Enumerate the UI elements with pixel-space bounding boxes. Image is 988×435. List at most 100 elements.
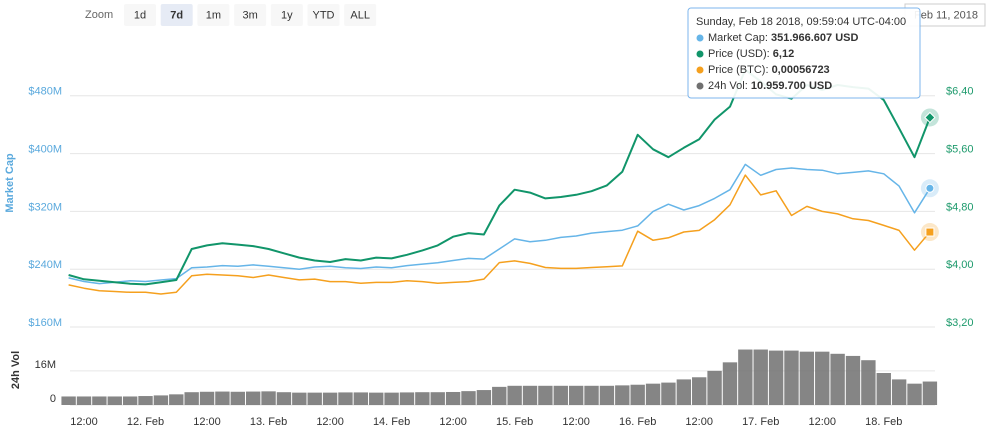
tooltip-header: Sunday, Feb 18 2018, 09:59:04 UTC-04:00 xyxy=(696,16,906,28)
tooltip-dot xyxy=(696,66,704,74)
volume-bar xyxy=(353,392,369,405)
x-tick-label: 12:00 xyxy=(439,416,467,428)
series-line xyxy=(68,68,931,286)
volume-bar xyxy=(568,385,584,405)
tooltip-row: Price (USD): 6,12 xyxy=(708,48,794,60)
volume-bar xyxy=(461,391,476,405)
tooltip-value: 0,00056723 xyxy=(772,64,830,76)
zoom-button-label[interactable]: 3m xyxy=(242,9,257,21)
x-tick-label: 14. Feb xyxy=(373,416,410,428)
volume-bar xyxy=(876,373,891,405)
y-tick-label: $320M xyxy=(28,201,62,213)
y2-tick-label: $4,00 xyxy=(946,259,974,271)
volume-bar xyxy=(891,379,907,405)
tooltip-row: Price (BTC): 0,00056723 xyxy=(708,64,830,76)
zoom-button-bg[interactable] xyxy=(307,4,340,26)
volume-bar xyxy=(599,385,615,405)
tooltip-label: Price (USD): xyxy=(708,48,770,60)
tooltip-label: Market Cap: xyxy=(708,32,768,44)
zoom-button[interactable]: ALL xyxy=(344,4,377,26)
volume-bar xyxy=(722,362,738,405)
zoom-button-bg[interactable] xyxy=(234,4,267,26)
zoom-button-label[interactable]: ALL xyxy=(350,9,370,21)
volume-bar xyxy=(230,391,245,405)
volume-bar xyxy=(399,392,415,405)
volume-bar xyxy=(784,350,799,405)
volume-bar xyxy=(276,392,292,405)
volume-bar xyxy=(799,351,815,405)
date-input-value[interactable]: Feb 11, 2018 xyxy=(914,9,978,21)
volume-bar xyxy=(92,396,107,405)
volume-bar xyxy=(615,385,630,405)
y-tick-label: $400M xyxy=(28,144,62,156)
y2-tick-label: $3,20 xyxy=(946,317,974,329)
zoom-button-bg[interactable] xyxy=(197,4,230,26)
volume-tick-label: 16M xyxy=(35,359,56,371)
zoom-button-label[interactable]: 1d xyxy=(134,9,146,21)
volume-bar xyxy=(768,350,784,405)
volume-bar xyxy=(292,392,307,405)
volume-bar xyxy=(922,381,938,405)
zoom-button[interactable]: 1y xyxy=(270,4,303,26)
volume-bar xyxy=(153,395,169,405)
tooltip-dot xyxy=(696,34,704,42)
volume-bar xyxy=(245,391,261,405)
volume-bar xyxy=(492,386,507,405)
volume-bar xyxy=(861,360,876,405)
volume-bar xyxy=(384,392,399,405)
volume-bar xyxy=(553,385,568,405)
zoom-button-bg[interactable] xyxy=(270,4,303,26)
volume-bar xyxy=(661,382,676,405)
zoom-button[interactable]: 1m xyxy=(197,4,230,26)
volume-bar xyxy=(830,353,845,405)
y2-tick-label: $4,80 xyxy=(946,201,974,213)
tooltip-dot xyxy=(696,82,704,90)
x-tick-label: 12:00 xyxy=(562,416,590,428)
volume-bar xyxy=(169,394,184,405)
x-tick-label: 17. Feb xyxy=(742,416,779,428)
zoom-button-label[interactable]: 1y xyxy=(281,9,293,21)
series-line xyxy=(68,174,931,295)
volume-bar xyxy=(122,396,138,405)
tooltip-row: Market Cap: 351.966.607 USD xyxy=(708,32,858,44)
x-tick-label: 13. Feb xyxy=(250,416,287,428)
zoom-button[interactable]: 3m xyxy=(234,4,267,26)
volume-bar xyxy=(76,396,92,405)
zoom-button-bg[interactable] xyxy=(160,4,193,26)
volume-bar xyxy=(138,396,153,405)
volume-bar xyxy=(215,391,230,405)
tooltip-row: 24h Vol: 10.959.700 USD xyxy=(708,80,832,92)
zoom-button-label[interactable]: 7d xyxy=(170,9,183,21)
zoom-button-label[interactable]: 1m xyxy=(206,9,221,21)
tooltip-value: 10.959.700 USD xyxy=(751,80,832,92)
series-line xyxy=(68,163,931,285)
y-tick-label: $160M xyxy=(28,317,62,329)
x-tick-label: 12:00 xyxy=(808,416,836,428)
volume-bar xyxy=(184,392,199,405)
tooltip-dot xyxy=(696,50,704,58)
zoom-button-label[interactable]: YTD xyxy=(313,9,335,21)
volume-axis-title: 24h Vol xyxy=(10,351,22,389)
volume-bar xyxy=(692,377,707,405)
zoom-button-bg[interactable] xyxy=(344,4,377,26)
volume-bar xyxy=(445,391,461,405)
volume-tick-label: 0 xyxy=(50,393,56,405)
volume-bar xyxy=(107,396,122,405)
series-marker xyxy=(925,183,935,193)
volume-bar xyxy=(338,392,353,405)
volume-bar xyxy=(584,385,599,405)
zoom-button[interactable]: 1d xyxy=(124,4,156,26)
x-tick-label: 18. Feb xyxy=(865,416,902,428)
volume-bar xyxy=(307,392,322,405)
x-tick-label: 12:00 xyxy=(316,416,344,428)
zoom-button[interactable]: 7d xyxy=(160,4,193,26)
zoom-button-bg[interactable] xyxy=(124,4,156,26)
tooltip-label: 24h Vol: xyxy=(708,80,748,92)
volume-bar xyxy=(538,385,553,405)
zoom-button[interactable]: YTD xyxy=(307,4,340,26)
x-tick-label: 12:00 xyxy=(193,416,221,428)
volume-bar xyxy=(261,391,276,405)
volume-bar xyxy=(845,355,861,405)
